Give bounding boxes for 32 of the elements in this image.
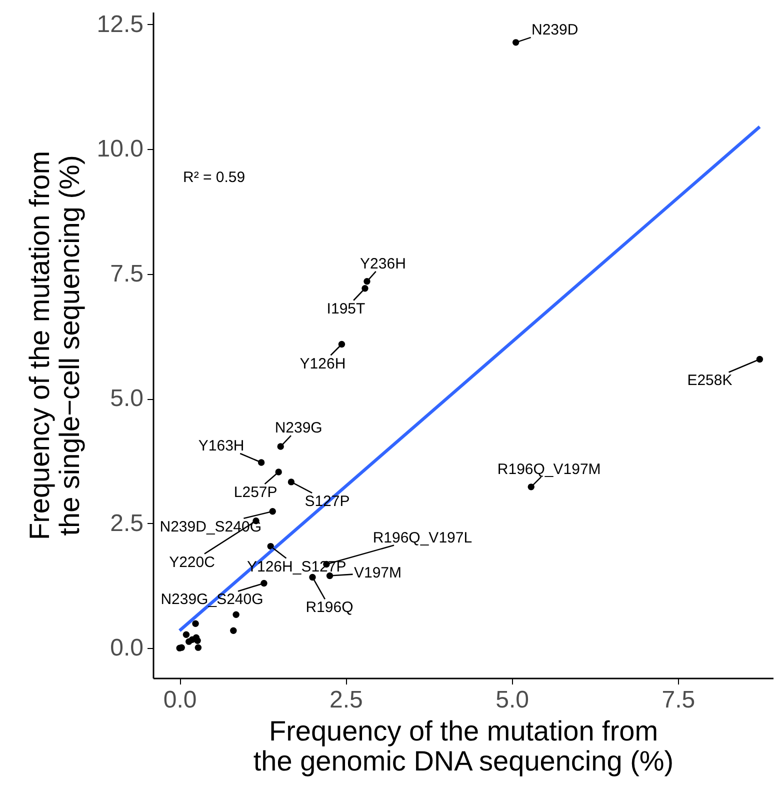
annotation: E258K xyxy=(687,372,732,390)
annotation: Y126H xyxy=(300,355,346,372)
x-axis-title: Frequency of the mutation from the genomic DNA sequencing (%) xyxy=(253,716,674,776)
x-tick-label: 7.5 xyxy=(662,686,696,714)
annotation: V197M xyxy=(354,564,402,582)
annotation: N239G xyxy=(274,420,322,437)
point xyxy=(232,611,240,618)
annotation: R196Q_V197M xyxy=(497,460,601,478)
x-tick-label: 2.5 xyxy=(330,686,363,714)
annotation: Y236H xyxy=(360,255,406,272)
x-tick-label: 0.0 xyxy=(163,686,197,714)
y-tick-label: 2.5 xyxy=(110,510,144,537)
y-tick-label: 10.0 xyxy=(96,136,144,163)
annotation: L257P xyxy=(234,484,278,501)
annotation: N239D xyxy=(531,21,578,38)
point xyxy=(194,644,202,651)
y-axis-title: Frequency of the mutation from the single−cell sequencing (%) xyxy=(24,150,85,540)
annotation: R196Q_V197L xyxy=(372,529,472,546)
y-tick-label: 5.0 xyxy=(110,385,144,412)
annotation: Y163H xyxy=(198,437,244,454)
annotation: I195T xyxy=(326,300,366,318)
annotation: R196Q xyxy=(306,599,354,616)
annotation: Y220C xyxy=(169,554,216,571)
y-tick-label: 0.0 xyxy=(110,634,144,662)
point xyxy=(192,620,199,627)
y-tick-label: 12.5 xyxy=(96,10,144,38)
point xyxy=(230,627,237,634)
y-tick-label: 7.5 xyxy=(110,260,144,288)
annotation: R² = 0.59 xyxy=(183,169,246,186)
x-tick-label: 5.0 xyxy=(496,686,530,714)
point xyxy=(194,637,201,644)
point xyxy=(182,631,190,638)
